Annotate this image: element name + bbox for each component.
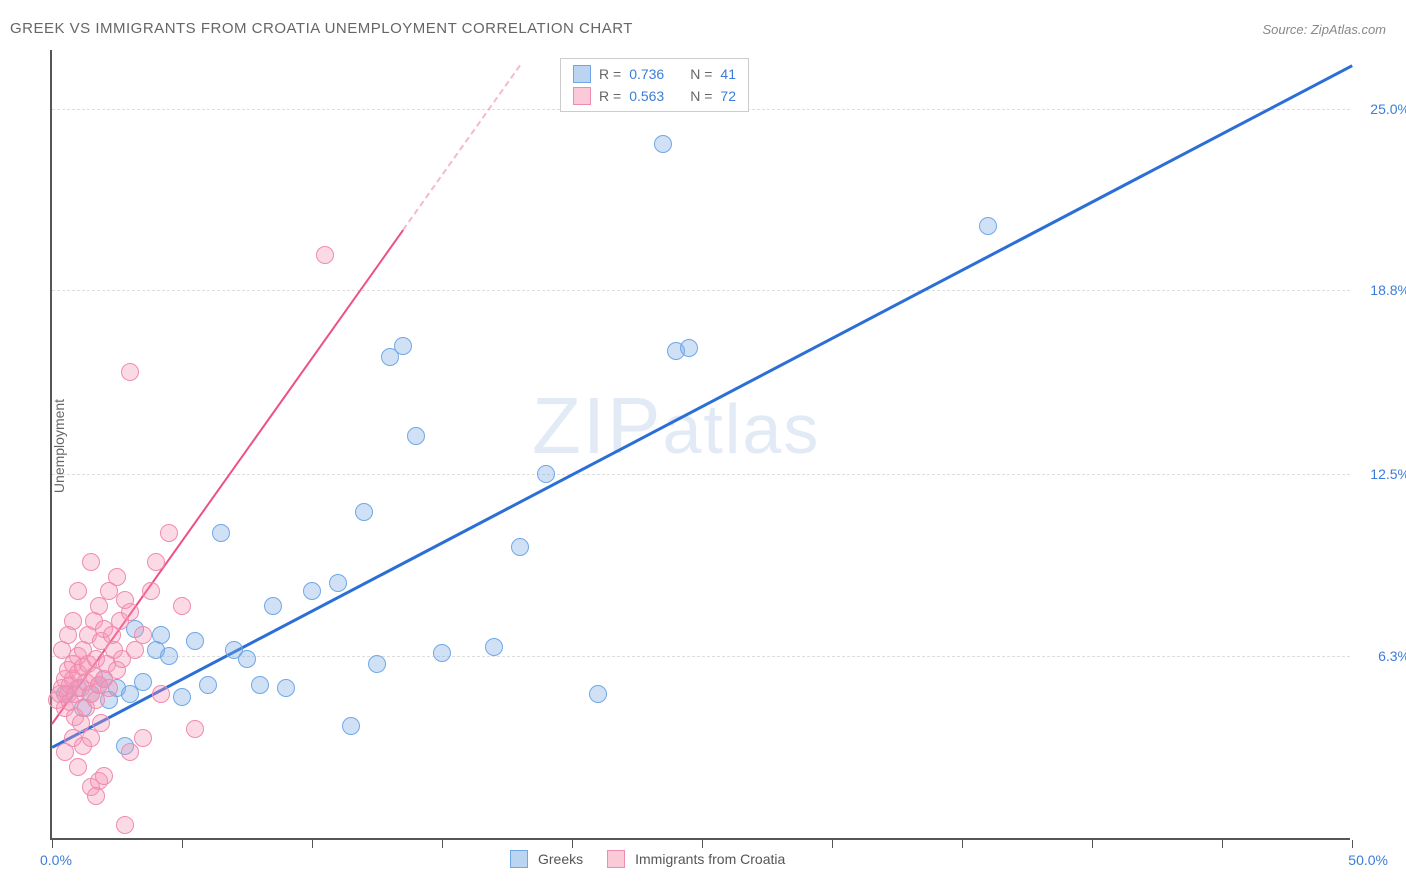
chart-container: GREEK VS IMMIGRANTS FROM CROATIA UNEMPLO… — [0, 0, 1406, 892]
legend-swatch — [607, 850, 625, 868]
y-tick-label: 6.3% — [1355, 648, 1406, 664]
legend-label: Greeks — [538, 851, 583, 867]
x-tick — [962, 840, 963, 848]
data-point — [53, 641, 71, 659]
source-attribution: Source: ZipAtlas.com — [1262, 22, 1386, 37]
data-point — [160, 524, 178, 542]
data-point — [654, 135, 672, 153]
x-tick — [572, 840, 573, 848]
data-point — [142, 582, 160, 600]
data-point — [186, 720, 204, 738]
data-point — [116, 816, 134, 834]
y-tick-label: 18.8% — [1355, 282, 1406, 298]
x-tick — [1092, 840, 1093, 848]
data-point — [368, 655, 386, 673]
x-tick — [1222, 840, 1223, 848]
data-point — [160, 647, 178, 665]
data-point — [264, 597, 282, 615]
plot-area: ZIPatlas 6.3%12.5%18.8%25.0% — [50, 50, 1350, 840]
y-tick-label: 25.0% — [1355, 101, 1406, 117]
data-point — [121, 743, 139, 761]
data-point — [316, 246, 334, 264]
data-point — [69, 758, 87, 776]
data-point — [589, 685, 607, 703]
x-tick — [312, 840, 313, 848]
x-tick — [1352, 840, 1353, 848]
data-point — [433, 644, 451, 662]
legend-row: R = 0.736 N = 41 — [561, 63, 748, 85]
watermark: ZIPatlas — [532, 380, 820, 472]
data-point — [92, 714, 110, 732]
data-point — [537, 465, 555, 483]
x-max-label: 50.0% — [1348, 852, 1388, 868]
x-tick — [442, 840, 443, 848]
data-point — [173, 688, 191, 706]
data-point — [121, 603, 139, 621]
trend-line — [402, 65, 521, 231]
r-value: 0.736 — [629, 66, 664, 82]
data-point — [74, 737, 92, 755]
n-value: 41 — [720, 66, 736, 82]
data-point — [82, 553, 100, 571]
data-point — [121, 363, 139, 381]
gridline-horizontal — [52, 474, 1350, 475]
data-point — [355, 503, 373, 521]
data-point — [87, 787, 105, 805]
data-point — [303, 582, 321, 600]
legend-swatch — [573, 87, 591, 105]
data-point — [979, 217, 997, 235]
x-tick — [832, 840, 833, 848]
x-tick — [702, 840, 703, 848]
x-tick — [182, 840, 183, 848]
r-value: 0.563 — [629, 88, 664, 104]
n-label: N = — [690, 66, 712, 82]
data-point — [134, 626, 152, 644]
r-label: R = — [599, 88, 621, 104]
data-point — [680, 339, 698, 357]
data-point — [134, 729, 152, 747]
data-point — [394, 337, 412, 355]
series-legend: Greeks Immigrants from Croatia — [510, 850, 799, 868]
data-point — [407, 427, 425, 445]
data-point — [69, 582, 87, 600]
n-value: 72 — [720, 88, 736, 104]
data-point — [152, 685, 170, 703]
data-point — [485, 638, 503, 656]
data-point — [147, 553, 165, 571]
x-origin-label: 0.0% — [40, 852, 72, 868]
data-point — [329, 574, 347, 592]
trend-line — [51, 65, 1352, 749]
x-tick — [52, 840, 53, 848]
r-label: R = — [599, 66, 621, 82]
legend-row: R = 0.563 N = 72 — [561, 85, 748, 107]
data-point — [173, 597, 191, 615]
legend-label: Immigrants from Croatia — [635, 851, 785, 867]
data-point — [212, 524, 230, 542]
data-point — [134, 673, 152, 691]
data-point — [100, 679, 118, 697]
data-point — [186, 632, 204, 650]
data-point — [251, 676, 269, 694]
gridline-horizontal — [52, 290, 1350, 291]
data-point — [95, 767, 113, 785]
chart-title: GREEK VS IMMIGRANTS FROM CROATIA UNEMPLO… — [10, 20, 633, 37]
n-label: N = — [690, 88, 712, 104]
data-point — [511, 538, 529, 556]
correlation-legend: R = 0.736 N = 41 R = 0.563 N = 72 — [560, 58, 749, 112]
data-point — [238, 650, 256, 668]
legend-swatch — [510, 850, 528, 868]
data-point — [108, 568, 126, 586]
legend-swatch — [573, 65, 591, 83]
y-tick-label: 12.5% — [1355, 466, 1406, 482]
data-point — [277, 679, 295, 697]
data-point — [342, 717, 360, 735]
data-point — [199, 676, 217, 694]
data-point — [152, 626, 170, 644]
